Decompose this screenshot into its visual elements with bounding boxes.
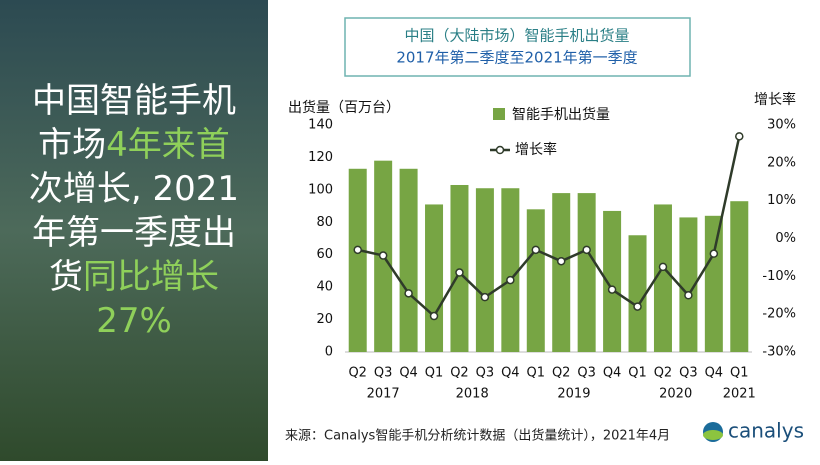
- x-tick-label: Q2: [450, 366, 469, 381]
- bar: [475, 188, 494, 352]
- x-tick-label: Q2: [552, 366, 571, 381]
- growth-marker: [556, 256, 566, 266]
- legend-label: 增长率: [515, 141, 557, 158]
- x-tick-label: Q4: [705, 366, 724, 381]
- x-tick-label: Q2: [654, 366, 673, 381]
- x-tick-label: Q1: [527, 366, 546, 381]
- growth-marker: [480, 292, 490, 302]
- bar: [730, 201, 749, 352]
- headline-text: 27%: [96, 301, 172, 341]
- bar: [577, 193, 596, 352]
- growth-marker: [607, 285, 617, 294]
- headline-line: 27%: [96, 301, 172, 341]
- y-tick-label: 140: [308, 118, 333, 133]
- legend-label: 智能手机出货量: [512, 106, 610, 123]
- x-tick-label: Q3: [679, 366, 698, 381]
- y2-tick-label: 30%: [767, 118, 796, 133]
- y2-tick-label: 10%: [767, 193, 796, 208]
- bar: [628, 235, 647, 352]
- x-tick-label: Q4: [399, 366, 418, 381]
- headline-line: 市场4年来首: [38, 125, 230, 165]
- y-tick-label: 20: [316, 312, 333, 327]
- x-tick-label: Q1: [730, 366, 749, 381]
- y2-axis-label: 增长率: [754, 91, 796, 108]
- x-tick-label: Q3: [577, 366, 596, 381]
- chart-subtitle: 2017年第二季度至2021年第一季度: [396, 49, 637, 67]
- y-tick-label: 80: [316, 215, 333, 230]
- legend-swatch: [493, 108, 505, 120]
- growth-marker: [658, 262, 668, 272]
- bar: [526, 209, 545, 352]
- y-axis-label: 出货量（百万台）: [288, 99, 400, 116]
- growth-marker: [404, 289, 413, 298]
- x-tick-label: Q3: [374, 366, 393, 381]
- bar: [603, 210, 622, 352]
- headline-text: 同比增长: [83, 257, 219, 297]
- headline-text: 次增长, 2021: [29, 169, 239, 209]
- bar: [704, 215, 723, 352]
- left-panel: [0, 0, 268, 461]
- source: 来源：Canalys智能手机分析统计数据（出货量统计），2021年4月: [285, 428, 670, 444]
- x-group-label: 2017: [367, 387, 400, 402]
- bar: [501, 188, 520, 352]
- x-group-label: 2018: [456, 387, 489, 402]
- growth-marker: [735, 132, 744, 141]
- y2-tick-label: -20%: [762, 307, 796, 322]
- headline-text: 中国智能手机: [32, 81, 236, 121]
- bar: [348, 168, 367, 352]
- y-tick-label: 40: [316, 280, 333, 295]
- x-tick-label: Q1: [425, 366, 444, 381]
- logo-icon: [703, 430, 723, 440]
- x-tick-label: Q4: [501, 366, 520, 381]
- y2-tick-label: 0%: [775, 231, 796, 246]
- headline-line: 货同比增长: [49, 257, 219, 297]
- x-tick-label: Q3: [476, 366, 495, 381]
- headline-text: 年第一季度出: [32, 213, 236, 253]
- title-box: [344, 17, 691, 77]
- y-tick-label: 100: [308, 182, 333, 197]
- growth-marker: [378, 251, 388, 260]
- logo: canalys: [728, 419, 804, 443]
- headline-line: 次增长, 2021: [29, 169, 239, 209]
- bar: [653, 204, 672, 352]
- bar: [679, 217, 698, 352]
- growth-marker: [455, 268, 464, 277]
- x-tick-label: Q4: [603, 366, 622, 381]
- bar: [399, 168, 418, 352]
- y2-tick-label: -30%: [762, 345, 796, 360]
- growth-marker: [709, 249, 719, 258]
- x-tick-label: Q1: [628, 366, 647, 381]
- growth-marker: [633, 302, 642, 311]
- growth-marker: [353, 245, 362, 255]
- headline-text: 4年来首: [106, 125, 230, 165]
- growth-marker: [684, 291, 693, 300]
- x-tick-label: Q2: [348, 366, 367, 381]
- headline-line: 中国智能手机: [32, 81, 236, 121]
- growth-line: [357, 136, 741, 319]
- x-group-label: 2019: [557, 387, 590, 402]
- legend-marker: [495, 145, 505, 155]
- y-tick-label: 120: [308, 150, 333, 165]
- y-tick-label: 60: [316, 247, 333, 262]
- bar: [552, 193, 571, 352]
- chart-title: 中国（大陆市场）智能手机出货量: [404, 27, 629, 45]
- headline-line: 年第一季度出: [32, 213, 236, 253]
- headline-text: 市场: [38, 125, 106, 165]
- growth-marker: [531, 245, 541, 255]
- headline-text: 货: [49, 257, 83, 297]
- growth-marker: [582, 245, 591, 255]
- x-group-label: 2021: [723, 387, 756, 402]
- x-group-label: 2020: [659, 387, 692, 402]
- bar: [425, 204, 444, 352]
- y-tick-label: 0: [325, 345, 333, 360]
- growth-marker: [506, 275, 515, 285]
- y2-tick-label: -10%: [762, 269, 796, 284]
- growth-marker: [429, 311, 439, 321]
- y2-tick-label: 20%: [767, 155, 796, 170]
